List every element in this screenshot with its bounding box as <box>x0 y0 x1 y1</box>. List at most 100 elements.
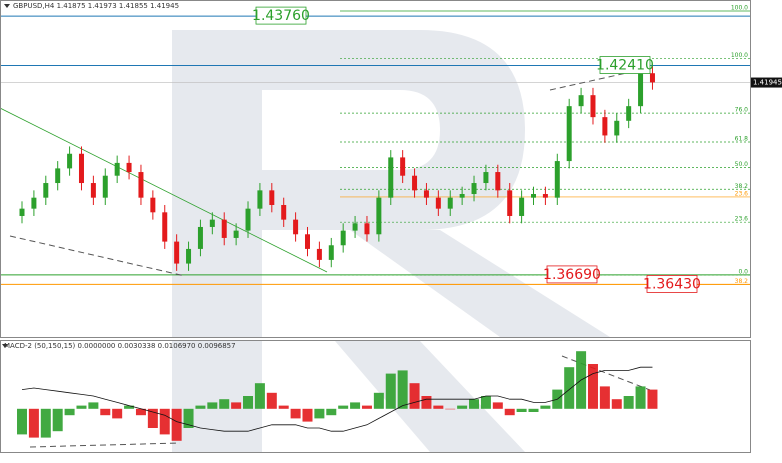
fib-label: 23.6 <box>735 190 749 197</box>
candle-body <box>43 183 49 198</box>
candle-body <box>542 194 548 198</box>
menu-arrow[interactable] <box>4 4 10 8</box>
fib-label: 38.2 <box>735 183 749 190</box>
candle-body <box>388 157 394 198</box>
macd-bar <box>76 405 87 409</box>
candle-body <box>423 190 429 198</box>
candle-body <box>459 194 465 198</box>
candle-body <box>566 106 572 162</box>
candle-body <box>150 197 156 213</box>
price-level-label: 1.36690 <box>543 267 601 283</box>
labels-layer: 100.0100.076.061.850.038.223.623.60.038.… <box>252 4 782 293</box>
candle-body <box>186 248 192 264</box>
candle-body <box>138 172 144 198</box>
menu-arrow[interactable] <box>2 344 8 348</box>
candle-body <box>614 120 620 136</box>
macd-bar <box>28 408 39 438</box>
macd-bar <box>278 405 289 409</box>
price-level-label: 1.43760 <box>252 8 310 24</box>
macd-bar <box>147 408 158 428</box>
fib-label: 23.6 <box>735 216 749 223</box>
macd-bar <box>587 364 598 409</box>
macd-bar <box>52 408 63 432</box>
macd-bar <box>492 402 503 409</box>
watermark-leg <box>350 230 610 337</box>
macd-bar <box>243 396 254 409</box>
candle-body <box>90 183 96 198</box>
macd-bar <box>231 402 242 409</box>
macd-bar <box>88 402 99 409</box>
macd-bar <box>397 370 408 409</box>
candle-body <box>638 73 644 107</box>
price-level-label: 1.42410 <box>596 58 654 74</box>
macd-bar <box>504 408 515 416</box>
candle-body <box>376 197 382 235</box>
candle-body <box>519 197 525 216</box>
macd-bar <box>314 408 325 419</box>
fib-label: 38.2 <box>735 278 749 285</box>
fib-label: 0.0 <box>738 268 748 275</box>
candle-body <box>269 190 275 205</box>
macd-bar <box>266 392 277 409</box>
macd-bar <box>540 405 551 409</box>
candle-body <box>174 241 180 264</box>
candle-body <box>316 248 322 260</box>
macd-bar <box>635 386 646 409</box>
candle-body <box>31 197 37 209</box>
candle-body <box>245 208 251 231</box>
candle-body <box>531 194 537 198</box>
macd-bar <box>183 408 194 428</box>
macd-bar <box>599 386 610 409</box>
candle-body <box>649 73 655 83</box>
candle-body <box>257 190 263 209</box>
macd-bar <box>528 408 539 412</box>
candle-body <box>162 212 168 242</box>
macd-bar <box>207 402 218 409</box>
trend-line <box>0 107 328 273</box>
candle-body <box>328 245 334 260</box>
macd-bar <box>469 399 480 409</box>
macd-bar <box>290 408 301 419</box>
fib-label: 50.0 <box>735 161 749 168</box>
macd-bar <box>409 383 420 409</box>
candle-body <box>19 208 25 216</box>
candle-body <box>435 197 441 209</box>
candle-body <box>209 219 215 227</box>
macd-bar <box>647 389 658 409</box>
candle-body <box>281 204 287 220</box>
candle-body <box>507 190 513 216</box>
candle-body <box>55 168 61 184</box>
candle-body <box>340 230 346 246</box>
macd-bar <box>326 408 337 416</box>
candle-body <box>126 162 132 173</box>
macd-line <box>21 366 653 432</box>
macd-bar <box>385 373 396 409</box>
levels-layer <box>0 10 750 285</box>
macd-bar <box>516 408 527 412</box>
macd-bar <box>171 408 182 441</box>
macd-bar <box>100 408 111 416</box>
macd-bar <box>124 405 135 409</box>
marks-layer <box>17 65 658 441</box>
macd-bar <box>64 408 75 416</box>
macd-bar <box>338 405 349 409</box>
price-level-box <box>599 56 651 74</box>
candle-body <box>304 234 310 249</box>
candle-body <box>447 197 453 209</box>
candle-body <box>626 106 632 121</box>
macd-bar <box>433 405 444 409</box>
candle-body <box>495 172 501 191</box>
candle-body <box>78 153 84 184</box>
candle-body <box>400 157 406 176</box>
macd-bar <box>373 392 384 409</box>
candle-body <box>554 161 560 198</box>
candle-body <box>233 230 239 238</box>
current-price-box <box>751 77 782 88</box>
price-level-box <box>546 265 598 284</box>
macd-bar <box>421 396 432 409</box>
fib-label: 100.0 <box>731 52 748 59</box>
macd-bar <box>135 408 146 416</box>
macd-bar <box>302 408 313 422</box>
candle-body <box>364 223 370 235</box>
